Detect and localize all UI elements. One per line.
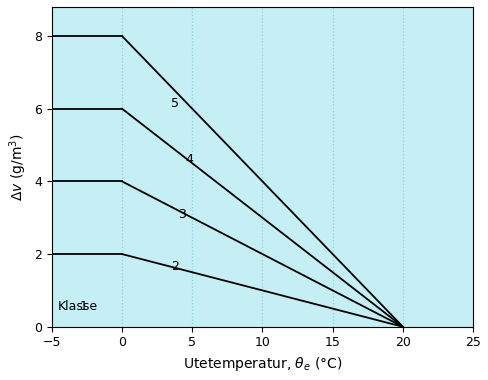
Text: Klasse: Klasse: [58, 300, 98, 313]
Text: 5: 5: [171, 97, 179, 110]
Text: 3: 3: [178, 207, 186, 221]
Y-axis label: $\Delta v$ (g/m$^3$): $\Delta v$ (g/m$^3$): [7, 133, 28, 201]
X-axis label: Utetemperatur, $\theta_e$ (°C): Utetemperatur, $\theta_e$ (°C): [183, 355, 342, 373]
Text: 1: 1: [80, 300, 88, 313]
Text: 2: 2: [171, 260, 179, 273]
Text: 4: 4: [185, 153, 193, 166]
